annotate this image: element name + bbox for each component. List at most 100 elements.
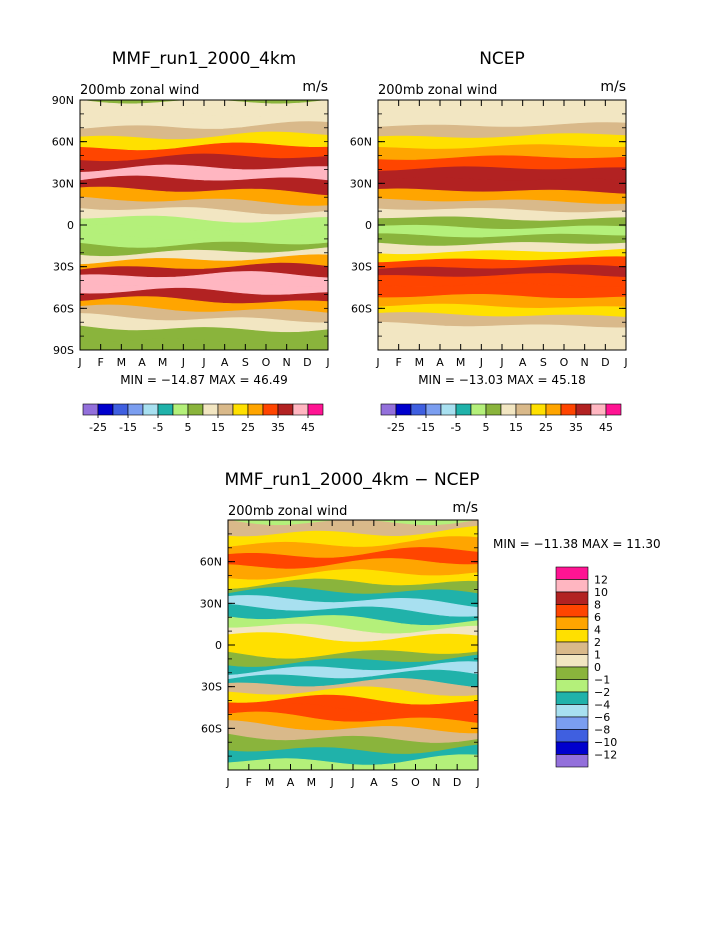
legend-label: -15 <box>119 421 137 434</box>
y-tick-label: 90N <box>52 94 74 107</box>
legend-swatch <box>97 403 114 416</box>
legend-swatch <box>555 666 589 680</box>
x-tick-label: O <box>560 356 569 369</box>
panel-diff-subtitle: 200mb zonal wind <box>228 504 347 519</box>
x-tick-label: A <box>287 776 295 789</box>
legend-swatch <box>172 403 189 416</box>
x-tick-label: J <box>325 356 329 369</box>
legend-label: 45 <box>599 421 613 434</box>
x-tick-label: A <box>138 356 146 369</box>
x-tick-label: M <box>158 356 168 369</box>
legend-label: 4 <box>594 624 601 637</box>
x-tick-label: M <box>265 776 275 789</box>
y-tick-label: 30N <box>52 177 74 190</box>
panel-model-title: MMF_run1_2000_4km <box>112 49 296 69</box>
x-tick-label: M <box>307 776 317 789</box>
x-tick-label: N <box>581 356 589 369</box>
y-tick-label: 60S <box>351 302 372 315</box>
x-tick-label: J <box>181 356 185 369</box>
legend-swatch <box>262 403 279 416</box>
legend-label: -25 <box>89 421 107 434</box>
legend-swatch <box>307 403 324 416</box>
legend-label: 12 <box>594 574 608 587</box>
x-tick-label: A <box>370 776 378 789</box>
legend-swatch <box>555 654 589 668</box>
legend-label: 35 <box>569 421 583 434</box>
y-tick-label: 60S <box>53 302 74 315</box>
y-tick-label: 30S <box>53 261 74 274</box>
legend-label: 5 <box>483 421 490 434</box>
x-tick-label: S <box>540 356 547 369</box>
legend-swatch <box>555 629 589 643</box>
panel-ncep-field <box>378 100 626 350</box>
legend-label: −8 <box>594 724 610 737</box>
x-tick-label: N <box>432 776 440 789</box>
panel-ncep-subtitle: 200mb zonal wind <box>378 83 497 98</box>
x-tick-label: M <box>456 356 466 369</box>
legend-swatch <box>555 616 589 630</box>
panel-diff-y-axis: 60N 30N 0 30S 60S <box>200 519 478 771</box>
x-tick-label: J <box>330 776 334 789</box>
x-tick-label: D <box>303 356 311 369</box>
y-tick-label: 30N <box>350 177 372 190</box>
panel-model: MMF_run1_2000_4km 200mb zonal wind m/s 9… <box>52 49 330 434</box>
x-tick-label: N <box>283 356 291 369</box>
panel-diff: MMF_run1_2000_4km − NCEP 200mb zonal win… <box>200 470 661 789</box>
legend-swatch <box>410 403 427 416</box>
legend-swatch <box>455 403 472 416</box>
panel-model-subtitle: 200mb zonal wind <box>80 83 199 98</box>
x-tick-label: F <box>98 356 104 369</box>
panel-diff-units: m/s <box>452 500 478 516</box>
legend-swatch <box>247 403 264 416</box>
x-tick-label: O <box>411 776 420 789</box>
y-tick-label: 60N <box>52 136 74 149</box>
legend-swatch <box>555 716 589 730</box>
y-tick-label: 30N <box>200 597 222 610</box>
legend-swatch <box>440 403 457 416</box>
x-tick-label: J <box>201 356 205 369</box>
x-tick-label: S <box>242 356 249 369</box>
panel-model-legend: -25 -15 -5 5 15 25 35 45 <box>82 403 324 434</box>
x-tick-label: F <box>246 776 252 789</box>
y-tick-label: 60S <box>201 722 222 735</box>
legend-swatch <box>555 691 589 705</box>
legend-label: −6 <box>594 711 610 724</box>
x-tick-label: J <box>350 776 354 789</box>
legend-label: 2 <box>594 636 601 649</box>
legend-label: 15 <box>509 421 523 434</box>
x-tick-label: J <box>479 356 483 369</box>
x-tick-label: J <box>475 776 479 789</box>
y-tick-label: 0 <box>215 639 222 652</box>
legend-label: −4 <box>594 699 610 712</box>
legend-swatch <box>555 591 589 605</box>
legend-label: −2 <box>594 686 610 699</box>
panel-ncep-title: NCEP <box>479 49 525 69</box>
legend-swatch <box>545 403 562 416</box>
y-tick-label: 60N <box>350 136 372 149</box>
panel-diff-field <box>228 520 478 770</box>
x-tick-label: F <box>396 356 402 369</box>
legend-swatch <box>380 403 397 416</box>
legend-label: 5 <box>185 421 192 434</box>
legend-swatch <box>112 403 129 416</box>
x-tick-label: J <box>499 356 503 369</box>
legend-swatch <box>142 403 159 416</box>
legend-swatch <box>605 403 622 416</box>
legend-swatch <box>555 641 589 655</box>
legend-swatch <box>555 704 589 718</box>
y-tick-label: 0 <box>67 219 74 232</box>
legend-swatch <box>232 403 249 416</box>
panel-diff-stats: MIN = −11.38 MAX = 11.30 <box>493 537 661 551</box>
legend-swatch <box>82 403 99 416</box>
x-tick-label: M <box>117 356 127 369</box>
legend-swatch <box>575 403 592 416</box>
x-tick-label: J <box>375 356 379 369</box>
legend-swatch <box>485 403 502 416</box>
legend-label: 8 <box>594 599 601 612</box>
x-tick-label: J <box>623 356 627 369</box>
x-tick-label: J <box>225 776 229 789</box>
